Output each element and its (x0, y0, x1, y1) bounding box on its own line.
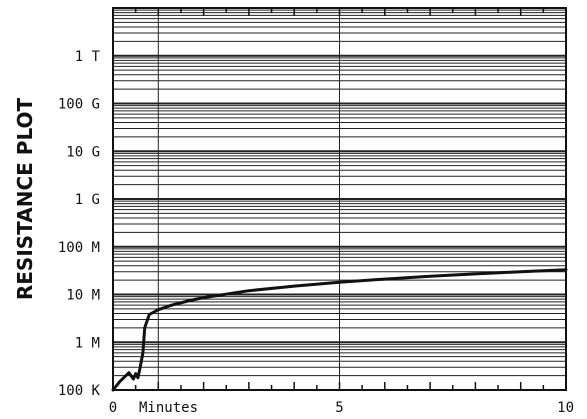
grid (113, 8, 566, 391)
y-tick-label: 10 G (66, 144, 100, 160)
x-tick-label: 5 (335, 400, 343, 416)
y-tick-label: 100 G (58, 97, 100, 113)
x-axis-title: Minutes (139, 400, 198, 416)
tick-labels: 100 K 1 M 10 M 100 M 1 G 10 G 100 G 1 T 0 5 10 (58, 49, 574, 416)
resistance-curve (111, 268, 568, 392)
y-tick-label: 1 T (75, 49, 101, 65)
y-tick-label: 1 M (75, 335, 100, 351)
y-axis-title: RESISTANCE PLOT (13, 98, 37, 301)
y-tick-label: 100 K (58, 383, 101, 399)
x-tick-label: 0 (109, 400, 117, 416)
y-tick-label: 100 M (58, 240, 100, 256)
y-tick-label: 10 M (66, 288, 100, 304)
x-tick-label: 10 (557, 400, 574, 416)
axis-ticks (112, 8, 567, 390)
y-tick-label: 1 G (75, 192, 100, 208)
